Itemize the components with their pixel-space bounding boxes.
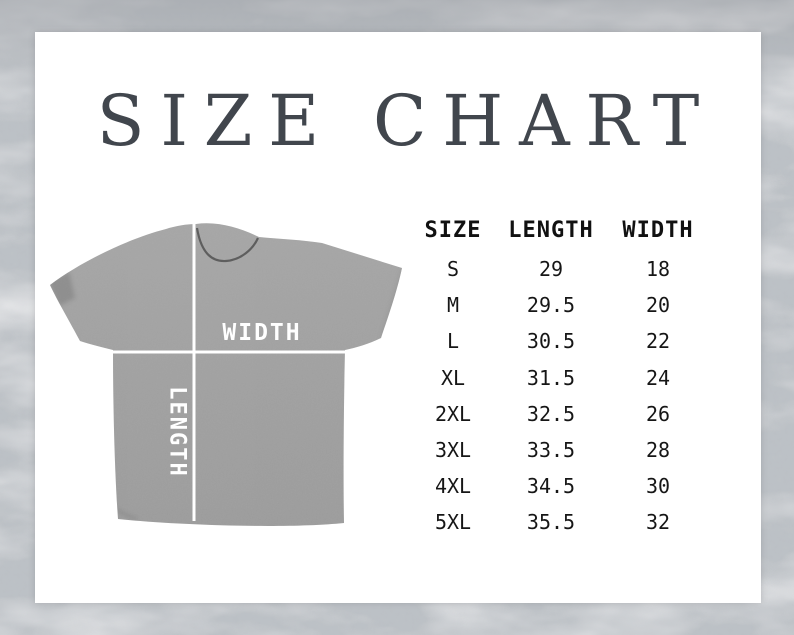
length-cell: 29.5 (526, 293, 576, 318)
width-cell: 20 (645, 293, 671, 318)
length-cell: 33.5 (526, 438, 576, 463)
width-cell: 26 (645, 401, 671, 426)
column-header-length: LENGTH (508, 217, 594, 243)
page-title: SIZE CHART (96, 80, 716, 162)
size-cell: 2XL (434, 401, 472, 426)
table-row: 2XL 32.5 26 (405, 396, 715, 432)
size-table: SIZE LENGTH WIDTH S 29 18 M 29.5 20 L 30… (405, 209, 715, 541)
length-cell: 35.5 (526, 510, 576, 535)
table-row: M 29.5 20 (405, 287, 715, 323)
width-cell: 22 (645, 329, 671, 354)
length-cell: 32.5 (526, 401, 576, 426)
table-header-row: SIZE LENGTH WIDTH (405, 209, 715, 251)
length-cell: 29 (538, 257, 564, 282)
size-table-body: S 29 18 M 29.5 20 L 30.5 22 XL 31.5 24 2… (405, 251, 715, 541)
width-cell: 30 (645, 474, 671, 499)
table-row: 5XL 35.5 32 (405, 504, 715, 540)
tshirt-graphic: WIDTH LENGTH (50, 222, 402, 526)
width-label: WIDTH (222, 320, 301, 346)
size-cell: 4XL (434, 474, 472, 499)
size-cell: 5XL (434, 510, 472, 535)
width-cell: 32 (645, 510, 671, 535)
table-row: 4XL 34.5 30 (405, 468, 715, 504)
table-row: XL 31.5 24 (405, 360, 715, 396)
length-label: LENGTH (165, 386, 190, 477)
table-row: S 29 18 (405, 251, 715, 287)
collar-seam (195, 227, 260, 263)
size-cell: L (446, 329, 460, 354)
width-cell: 28 (645, 438, 671, 463)
size-cell: S (446, 257, 460, 282)
table-row: L 30.5 22 (405, 323, 715, 359)
table-row: 3XL 33.5 28 (405, 432, 715, 468)
column-header-size: SIZE (424, 217, 482, 243)
content-card: SIZE CHART (35, 32, 761, 603)
size-cell: M (446, 293, 460, 318)
width-cell: 18 (645, 257, 671, 282)
column-header-width: WIDTH (622, 217, 694, 243)
length-cell: 34.5 (526, 474, 576, 499)
size-cell: 3XL (434, 438, 472, 463)
length-cell: 30.5 (526, 329, 576, 354)
length-cell: 31.5 (526, 365, 576, 390)
width-cell: 24 (645, 365, 671, 390)
size-cell: XL (440, 365, 466, 390)
